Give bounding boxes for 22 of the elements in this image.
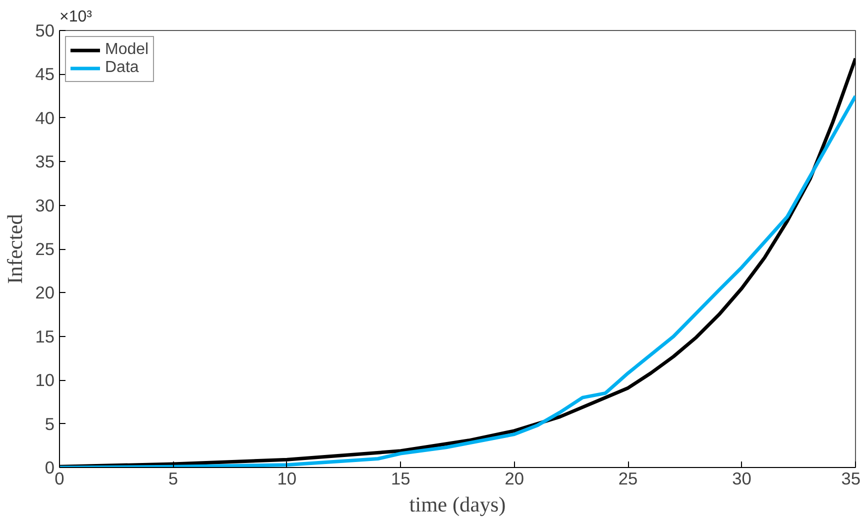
y-tick-label: 50	[35, 20, 55, 40]
y-tick-label: 5	[44, 414, 55, 434]
x-tick-label: 5	[168, 468, 178, 488]
x-tick-label: 30	[732, 468, 752, 488]
y-tick-label: 30	[35, 195, 55, 216]
x-tick-label: 25	[618, 468, 638, 488]
y-tick-label: 20	[35, 282, 55, 303]
y-tick-label: 10	[35, 370, 55, 390]
x-tick-label: 20	[504, 468, 524, 488]
legend-label: Model	[105, 41, 149, 59]
legend-label: Data	[105, 59, 139, 77]
text: ×10³	[60, 8, 93, 26]
x-axis-title: time (days)	[409, 492, 506, 516]
x-tick-label: 35	[841, 468, 860, 488]
y-tick-label: 45	[35, 64, 55, 84]
y-tick-label: 40	[35, 108, 55, 128]
y-tick-label: 25	[35, 239, 55, 259]
x-tick-label: 10	[277, 468, 297, 488]
y-tick-label: 35	[35, 152, 55, 172]
x-tick-label: 15	[391, 468, 410, 488]
y-axis-title: Infected	[3, 214, 28, 284]
y-tick-label: 15	[35, 326, 55, 346]
